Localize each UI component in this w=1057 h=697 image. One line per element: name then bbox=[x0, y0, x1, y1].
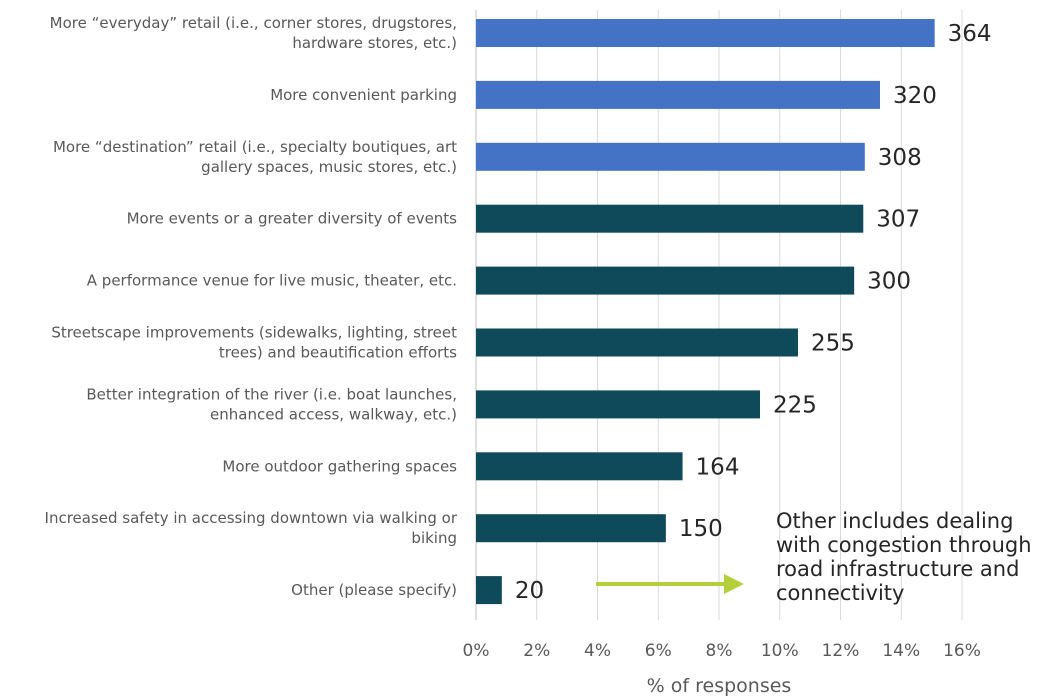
bar bbox=[476, 19, 935, 47]
x-tick-label: 2% bbox=[523, 641, 550, 661]
annotation-arrow bbox=[596, 574, 744, 594]
x-tick-label: 6% bbox=[645, 641, 672, 661]
category-labels: More “everyday” retail (i.e., corner sto… bbox=[45, 14, 458, 599]
bar bbox=[476, 390, 761, 419]
data-label: 150 bbox=[679, 516, 723, 542]
category-label: More events or a greater diversity of ev… bbox=[127, 210, 458, 228]
category-label: Increased safety in accessing downtown v… bbox=[45, 509, 458, 547]
category-label: More convenient parking bbox=[270, 86, 457, 104]
data-label: 320 bbox=[893, 83, 937, 109]
category-label: Streetscape improvements (sidewalks, lig… bbox=[51, 324, 457, 362]
data-label: 255 bbox=[811, 331, 855, 357]
x-tick-label: 0% bbox=[463, 641, 490, 661]
gridlines bbox=[475, 10, 963, 620]
x-tick-label: 12% bbox=[822, 641, 860, 661]
x-tick-label: 8% bbox=[706, 641, 733, 661]
category-label: More “everyday” retail (i.e., corner sto… bbox=[50, 14, 457, 52]
bars bbox=[476, 19, 935, 605]
data-label: 20 bbox=[515, 578, 544, 604]
category-label: A performance venue for live music, thea… bbox=[87, 272, 457, 290]
x-tick-label: 16% bbox=[943, 641, 981, 661]
bar bbox=[476, 514, 666, 543]
data-label: 308 bbox=[878, 145, 922, 171]
bar bbox=[476, 80, 880, 109]
x-tick-label: 4% bbox=[584, 641, 611, 661]
x-tick-label: 14% bbox=[882, 641, 920, 661]
category-label: More outdoor gathering spaces bbox=[222, 457, 457, 475]
category-label: More “destination” retail (i.e., special… bbox=[53, 138, 457, 176]
annotation-note: Other includes dealing with congestion t… bbox=[776, 509, 1032, 605]
bar bbox=[476, 204, 864, 233]
x-tick-labels: 0% 2% 4% 6% 8% 10% 12% 14% 16% bbox=[463, 641, 981, 661]
data-label: 164 bbox=[696, 454, 740, 480]
data-label: 225 bbox=[773, 392, 817, 418]
x-tick-label: 10% bbox=[761, 641, 799, 661]
x-axis-title: % of responses bbox=[647, 675, 792, 697]
bar bbox=[476, 452, 683, 481]
bar bbox=[476, 142, 865, 171]
bar bbox=[476, 328, 798, 357]
data-label: 364 bbox=[948, 21, 992, 47]
data-label: 300 bbox=[867, 269, 911, 295]
data-labels: 364 320 308 307 300 255 225 164 150 20 bbox=[515, 21, 992, 604]
bar bbox=[476, 266, 855, 295]
bar bbox=[476, 576, 502, 605]
data-label: 307 bbox=[876, 207, 920, 233]
category-label: Better integration of the river (i.e. bo… bbox=[86, 385, 457, 423]
arrow-head bbox=[724, 574, 744, 594]
category-label: Other (please specify) bbox=[291, 581, 457, 599]
